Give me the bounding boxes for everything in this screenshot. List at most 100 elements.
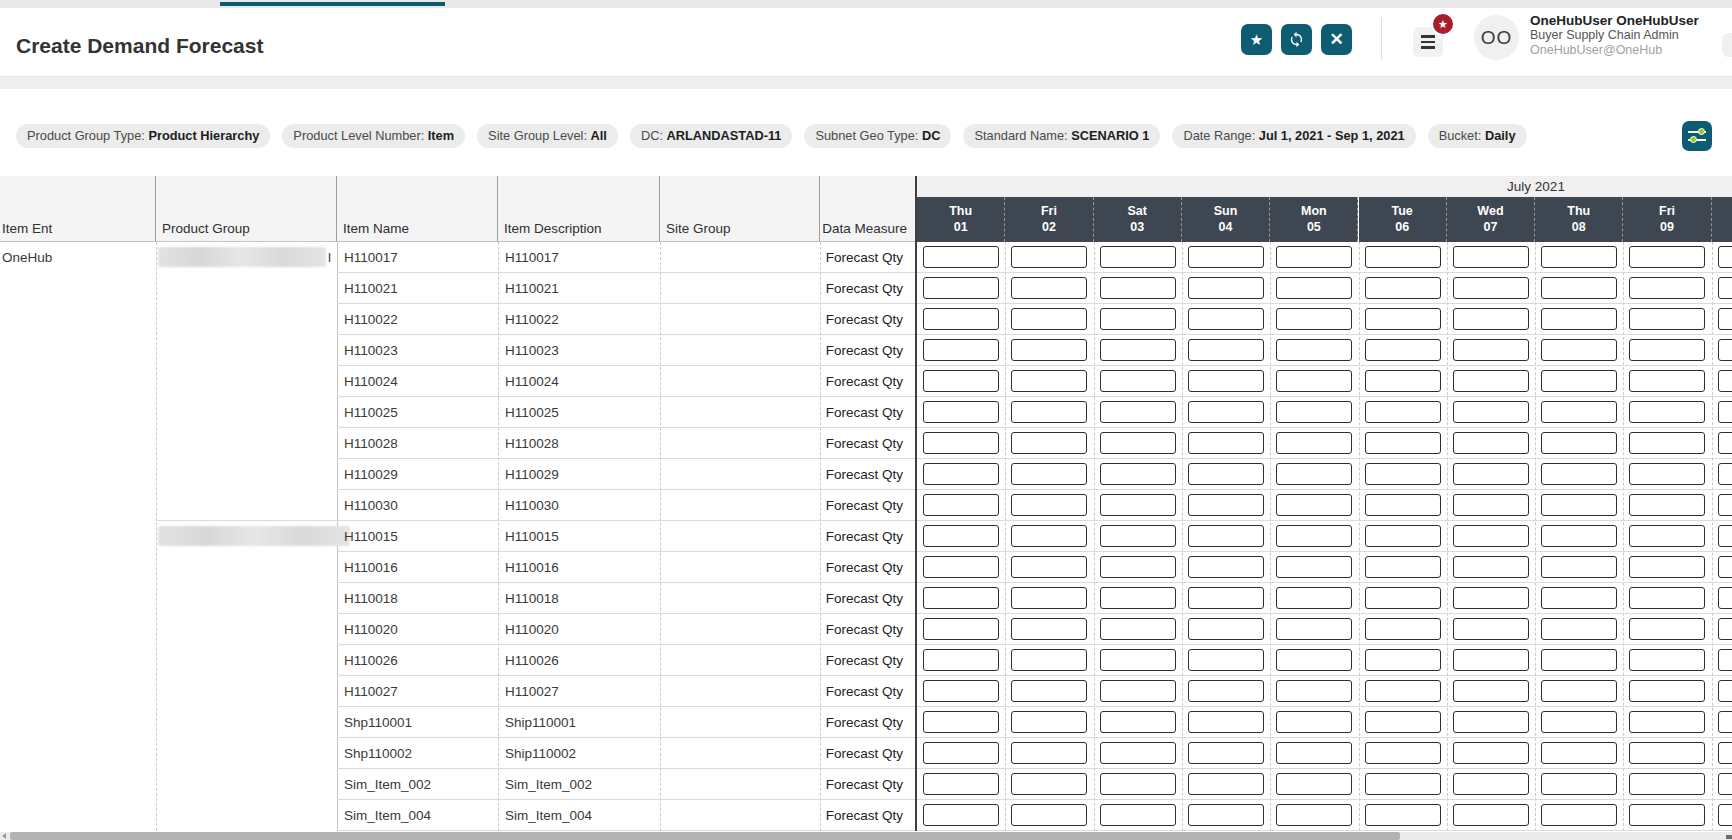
forecast-qty-input[interactable] [1188,680,1264,702]
forecast-qty-input[interactable] [1365,277,1441,299]
forecast-qty-input[interactable] [923,494,999,516]
forecast-qty-input[interactable] [1541,804,1617,826]
forecast-qty-input[interactable] [1365,618,1441,640]
forecast-qty-input[interactable] [1011,618,1087,640]
forecast-qty-input[interactable] [1453,742,1529,764]
forecast-qty-input[interactable] [1718,463,1732,485]
forecast-qty-input[interactable] [923,804,999,826]
forecast-qty-input[interactable] [1276,463,1352,485]
forecast-qty-input[interactable] [1718,370,1732,392]
forecast-qty-input[interactable] [1629,246,1705,268]
forecast-qty-input[interactable] [1718,649,1732,671]
forecast-qty-input[interactable] [1365,370,1441,392]
forecast-qty-input[interactable] [1365,401,1441,423]
forecast-qty-input[interactable] [923,618,999,640]
forecast-qty-input[interactable] [1718,804,1732,826]
forecast-qty-input[interactable] [1365,432,1441,454]
forecast-qty-input[interactable] [1629,556,1705,578]
forecast-qty-input[interactable] [1188,463,1264,485]
forecast-qty-input[interactable] [1276,711,1352,733]
forecast-qty-input[interactable] [1629,308,1705,330]
forecast-qty-input[interactable] [1011,246,1087,268]
forecast-qty-input[interactable] [1011,370,1087,392]
forecast-qty-input[interactable] [923,246,999,268]
forecast-qty-input[interactable] [1365,556,1441,578]
forecast-qty-input[interactable] [1188,432,1264,454]
forecast-qty-input[interactable] [923,680,999,702]
forecast-qty-input[interactable] [1541,556,1617,578]
forecast-qty-input[interactable] [923,556,999,578]
forecast-qty-input[interactable] [1276,525,1352,547]
close-button[interactable]: ✕ [1321,24,1352,55]
forecast-qty-input[interactable] [1100,556,1176,578]
forecast-qty-input[interactable] [1541,370,1617,392]
forecast-qty-input[interactable] [1629,649,1705,671]
forecast-qty-input[interactable] [1629,277,1705,299]
forecast-qty-input[interactable] [1276,618,1352,640]
forecast-qty-input[interactable] [1276,246,1352,268]
edge-partial-button[interactable] [1722,33,1732,57]
forecast-qty-input[interactable] [1100,339,1176,361]
forecast-qty-input[interactable] [1541,525,1617,547]
forecast-qty-input[interactable] [1541,277,1617,299]
forecast-qty-input[interactable] [1365,308,1441,330]
forecast-qty-input[interactable] [1011,680,1087,702]
forecast-qty-input[interactable] [1011,339,1087,361]
forecast-qty-input[interactable] [1276,339,1352,361]
forecast-qty-input[interactable] [1541,463,1617,485]
forecast-qty-input[interactable] [923,649,999,671]
forecast-qty-input[interactable] [1365,804,1441,826]
forecast-qty-input[interactable] [1100,680,1176,702]
forecast-qty-input[interactable] [1718,432,1732,454]
scrollbar-thumb[interactable] [10,832,1400,840]
forecast-qty-input[interactable] [1541,773,1617,795]
forecast-qty-input[interactable] [1541,401,1617,423]
forecast-qty-input[interactable] [1188,773,1264,795]
forecast-qty-input[interactable] [923,463,999,485]
forecast-qty-input[interactable] [1188,804,1264,826]
forecast-qty-input[interactable] [1365,587,1441,609]
forecast-qty-input[interactable] [1100,308,1176,330]
forecast-qty-input[interactable] [1453,494,1529,516]
forecast-qty-input[interactable] [1453,370,1529,392]
forecast-qty-input[interactable] [1629,525,1705,547]
forecast-qty-input[interactable] [1100,277,1176,299]
forecast-qty-input[interactable] [923,525,999,547]
forecast-qty-input[interactable] [923,711,999,733]
forecast-qty-input[interactable] [1011,277,1087,299]
forecast-qty-input[interactable] [1629,401,1705,423]
forecast-qty-input[interactable] [1011,494,1087,516]
forecast-qty-input[interactable] [1011,308,1087,330]
forecast-qty-input[interactable] [1100,711,1176,733]
forecast-qty-input[interactable] [1541,711,1617,733]
forecast-qty-input[interactable] [1011,804,1087,826]
forecast-qty-input[interactable] [1011,463,1087,485]
forecast-qty-input[interactable] [1453,401,1529,423]
forecast-qty-input[interactable] [1276,370,1352,392]
forecast-qty-input[interactable] [1453,649,1529,671]
forecast-qty-input[interactable] [923,308,999,330]
forecast-qty-input[interactable] [1188,618,1264,640]
user-avatar[interactable]: OO [1474,15,1519,60]
forecast-qty-input[interactable] [923,773,999,795]
forecast-qty-input[interactable] [923,432,999,454]
forecast-qty-input[interactable] [923,277,999,299]
forecast-qty-input[interactable] [1011,401,1087,423]
forecast-qty-input[interactable] [1541,587,1617,609]
forecast-qty-input[interactable] [1011,711,1087,733]
forecast-qty-input[interactable] [1100,494,1176,516]
forecast-qty-input[interactable] [1453,277,1529,299]
filter-settings-button[interactable] [1682,121,1712,151]
forecast-qty-input[interactable] [1276,401,1352,423]
forecast-qty-input[interactable] [1188,742,1264,764]
forecast-qty-input[interactable] [1100,649,1176,671]
forecast-qty-input[interactable] [1100,432,1176,454]
forecast-qty-input[interactable] [1453,680,1529,702]
forecast-qty-input[interactable] [1453,308,1529,330]
forecast-qty-input[interactable] [1100,587,1176,609]
forecast-qty-input[interactable] [1276,308,1352,330]
forecast-qty-input[interactable] [1100,370,1176,392]
forecast-qty-input[interactable] [1629,463,1705,485]
forecast-qty-input[interactable] [1629,742,1705,764]
forecast-qty-input[interactable] [1718,339,1732,361]
